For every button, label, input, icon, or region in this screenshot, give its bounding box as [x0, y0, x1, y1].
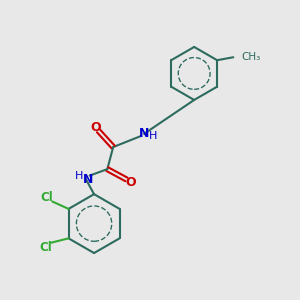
Text: H: H: [75, 171, 83, 181]
Text: N: N: [139, 127, 149, 140]
Text: H: H: [149, 131, 158, 141]
Text: O: O: [90, 121, 101, 134]
Text: N: N: [83, 173, 93, 186]
Text: Cl: Cl: [39, 241, 52, 254]
Text: CH₃: CH₃: [242, 52, 261, 62]
Text: Cl: Cl: [41, 191, 53, 205]
Text: O: O: [125, 176, 136, 189]
